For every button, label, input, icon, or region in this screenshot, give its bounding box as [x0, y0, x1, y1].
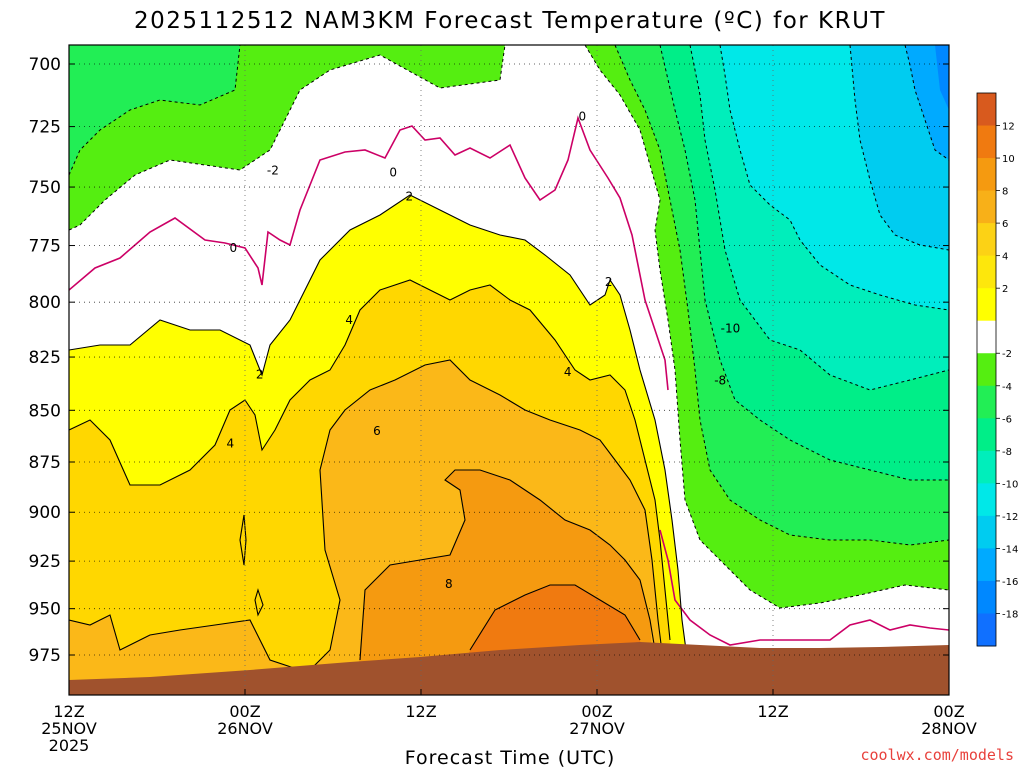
- band-cold-right-7: [905, 45, 949, 160]
- y-tick-label: 750: [29, 178, 61, 198]
- colorbar-swatch: [977, 613, 996, 647]
- contour-label: 0: [229, 241, 237, 255]
- colorbar-swatch: [977, 190, 996, 224]
- contour-label: 6: [373, 424, 381, 438]
- colorbar-swatch: [977, 158, 996, 192]
- x-tick-label: 26NOV: [217, 719, 273, 738]
- contour-label: 0: [579, 110, 587, 124]
- colorbar-swatch: [977, 288, 996, 322]
- colorbar-swatch: [977, 548, 996, 582]
- colorbar-swatch: [977, 450, 996, 484]
- contour-label: 0: [389, 166, 397, 180]
- colorbar-label: 12: [1002, 122, 1015, 133]
- colorbar-swatch: [977, 418, 996, 452]
- colorbar-label: 10: [1002, 154, 1015, 165]
- contour-label: 2: [405, 190, 413, 204]
- gridlines: [69, 45, 949, 695]
- colorbar-label: -12: [1002, 512, 1018, 523]
- warm-contours: [69, 194, 687, 681]
- y-tick-label: 975: [29, 646, 61, 666]
- colorbar-label: 8: [1002, 187, 1008, 198]
- colorbar-swatch: [977, 483, 996, 517]
- contour-label: 4: [227, 437, 235, 451]
- colorbar-label: -10: [1002, 479, 1018, 490]
- y-tick-label: 950: [29, 600, 61, 620]
- contour-label: 2: [256, 367, 264, 381]
- colorbar-label: -6: [1002, 414, 1012, 425]
- y-tick-label: 700: [29, 55, 61, 75]
- colorbar-swatch: [977, 385, 996, 419]
- contour-label: 4: [345, 313, 353, 327]
- x-tick-label: 25NOV: [41, 719, 97, 738]
- temperature-field: [69, 45, 949, 695]
- colorbar-label: 6: [1002, 219, 1008, 230]
- zero-contours: [69, 115, 949, 646]
- contour-label: -8: [714, 374, 726, 388]
- y-tick-label: 900: [29, 503, 61, 523]
- chart-title: 2025112512 NAM3KM Forecast Temperature (…: [134, 8, 886, 34]
- contour-label: 8: [445, 577, 453, 591]
- plot-frame: [68, 44, 950, 696]
- colorbar-swatch: [977, 580, 996, 614]
- colorbar-swatch: [977, 125, 996, 159]
- colorbar-label: 4: [1002, 252, 1008, 263]
- y-tick-label: 850: [29, 401, 61, 421]
- colorbar-swatch: [977, 93, 996, 127]
- x-tick-label: 00Z: [933, 702, 964, 721]
- colorbar-label: -16: [1002, 577, 1018, 588]
- band-cold-upper-left-inner: [69, 45, 240, 175]
- contour-label: -2: [267, 163, 279, 177]
- y-tick-label: 775: [29, 237, 61, 257]
- colorbar-swatch: [977, 353, 996, 387]
- colorbar-swatch: [977, 255, 996, 289]
- colorbar-swatch: [977, 320, 996, 354]
- y-tick-label: 875: [29, 453, 61, 473]
- colorbar-swatch: [977, 515, 996, 549]
- x-tick-label: 28NOV: [921, 719, 977, 738]
- colorbar-swatch: [977, 223, 996, 257]
- x-tick-label: 2025: [49, 736, 90, 755]
- colorbar-label: -14: [1002, 544, 1018, 555]
- cold-contours: [69, 45, 949, 609]
- band-cold-right-8: [935, 45, 949, 110]
- y-tick-label: 925: [29, 552, 61, 572]
- x-tick-label: 00Z: [229, 702, 260, 721]
- y-tick-label: 725: [29, 118, 61, 138]
- credit-text: coolwx.com/models: [860, 746, 1014, 764]
- x-tick-label: 27NOV: [569, 719, 625, 738]
- y-tick-label: 825: [29, 348, 61, 368]
- x-axis-label: Forecast Time (UTC): [405, 747, 615, 768]
- colorbar-label: 2: [1002, 284, 1008, 295]
- colorbar-label: -4: [1002, 382, 1012, 393]
- colorbar-label: -2: [1002, 349, 1012, 360]
- contour-label: 2: [605, 275, 613, 289]
- colorbar-frame: [976, 92, 997, 647]
- contour-label: -10: [721, 322, 741, 336]
- colorbar: 12 10 8 6 4 2 -2 -4 -6 -8 -10 -12 -14 -16 -18: [976, 92, 1018, 647]
- colorbar-label: -18: [1002, 609, 1018, 620]
- x-tick-label: 00Z: [581, 702, 612, 721]
- x-tick-label: 12Z: [757, 702, 788, 721]
- colorbar-label: -8: [1002, 447, 1012, 458]
- x-tick-label: 12Z: [405, 702, 436, 721]
- contour-label: 4: [564, 365, 572, 379]
- x-tick-label: 12Z: [53, 702, 84, 721]
- y-tick-label: 800: [29, 293, 61, 313]
